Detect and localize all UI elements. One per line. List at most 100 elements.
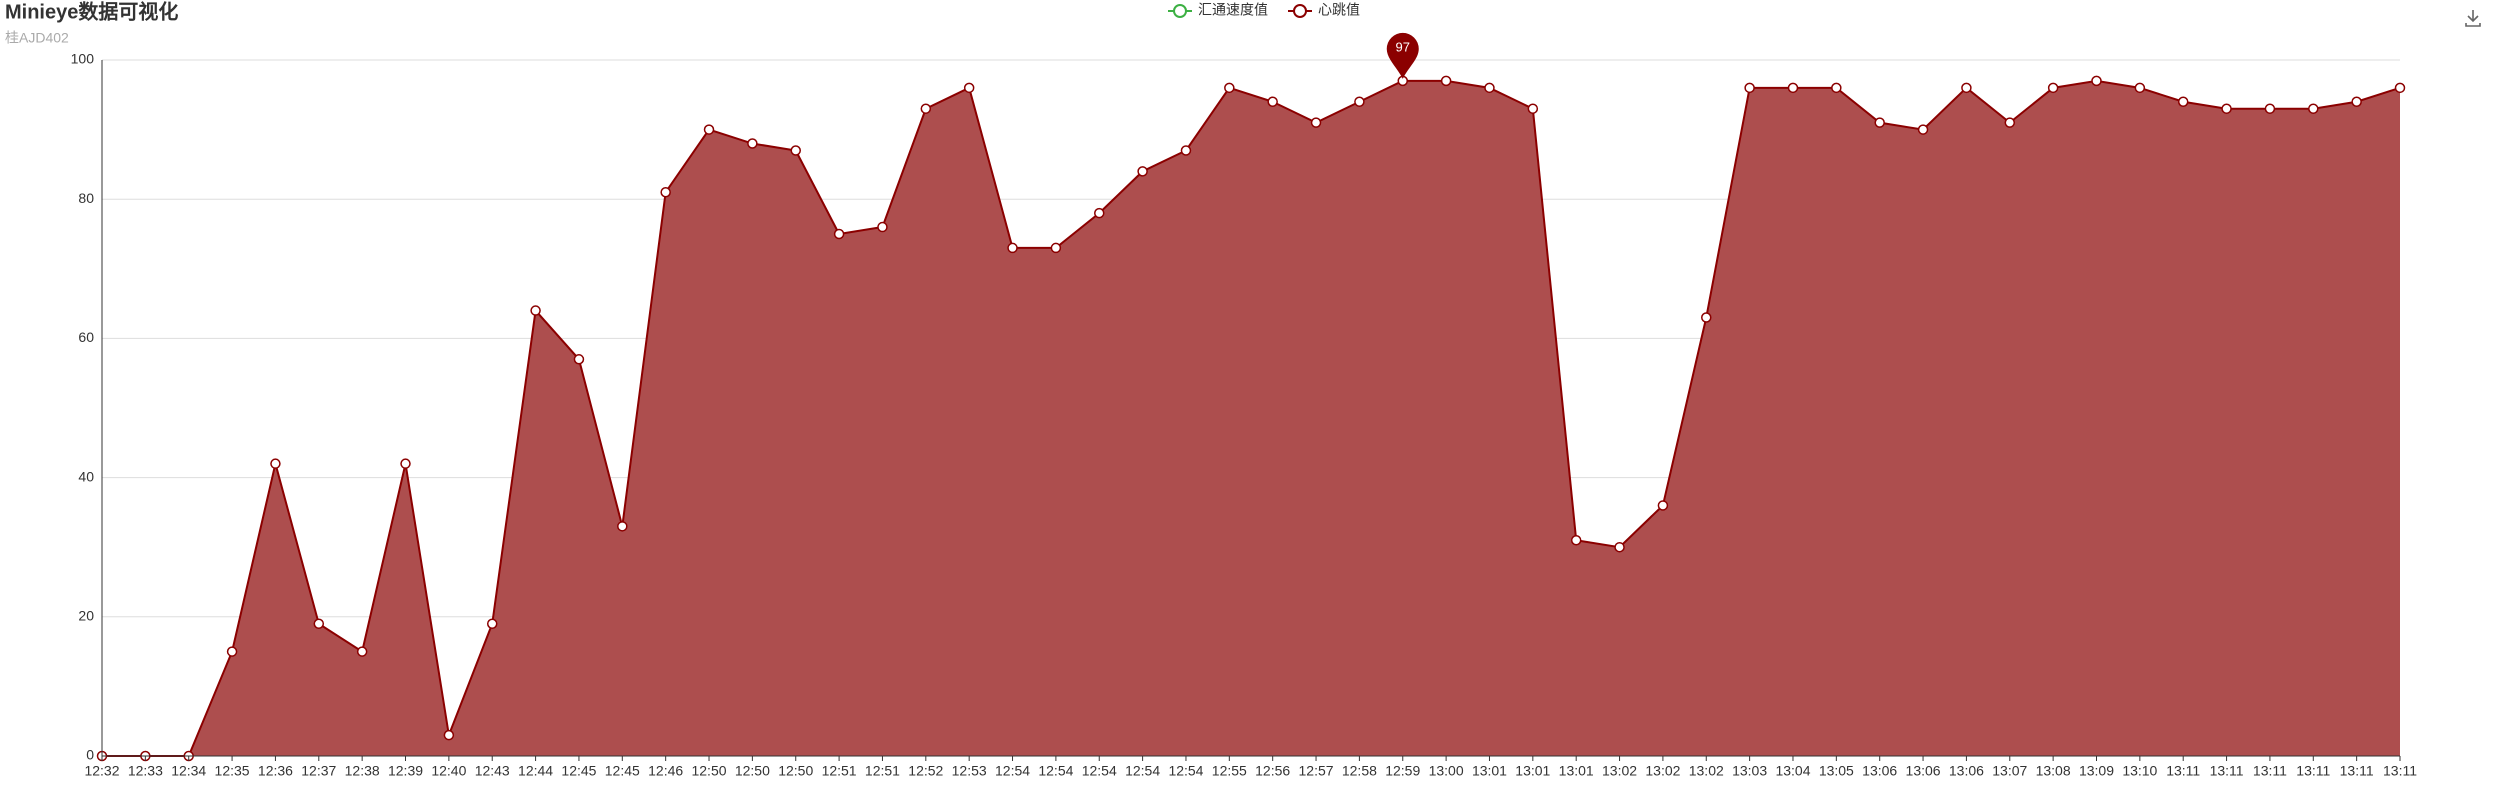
x-tick-label: 13:11 [2296,763,2330,779]
data-point [2047,82,2059,94]
data-point [1484,82,1495,94]
y-tick-label: 100 [71,51,95,67]
data-point [1267,96,1278,108]
x-tick-label: 13:02 [1645,763,1680,779]
x-tick-label: 12:39 [388,763,423,779]
data-point [1093,207,1105,219]
x-tick-label: 12:54 [1125,763,1160,779]
data-point [1874,117,1885,128]
x-tick-label: 12:54 [1168,763,1203,779]
data-point [573,354,585,365]
x-tick-label: 12:58 [1342,763,1377,779]
data-point [1224,82,1235,94]
data-point [747,138,758,149]
legend-label: 汇通速度值 [1198,2,1268,18]
legend-symbol [1293,4,1307,18]
x-tick-label: 12:32 [84,763,119,779]
x-tick-label: 12:51 [822,763,857,779]
x-tick-label: 13:02 [1689,763,1724,779]
series-line [102,79,2401,757]
data-point [226,646,238,657]
data-point [703,124,715,135]
x-tick-label: 12:45 [561,763,596,779]
x-tick-label: 13:09 [2079,763,2114,779]
x-tick-label: 12:54 [1038,763,1073,779]
data-point [1831,82,1842,94]
download-icon[interactable] [2465,10,2481,27]
x-tick-label: 13:06 [1949,763,1984,779]
y-tick-label: 20 [78,608,94,624]
x-tick-label: 12:43 [475,763,510,779]
x-tick-label: 12:56 [1255,763,1290,779]
x-tick-label: 13:00 [1429,763,1464,779]
area-fill [102,80,2400,756]
x-tick-label: 13:11 [2383,763,2417,779]
data-point [2394,82,2406,94]
x-tick-label: 12:46 [648,763,683,779]
legend-symbol [1173,4,1187,18]
y-tick-label: 0 [86,747,94,763]
mark-pin [1386,32,1419,79]
data-point [833,228,845,240]
data-point [1354,96,1365,108]
x-tick-label: 12:34 [171,763,206,779]
data-point [1527,103,1539,114]
data-point [1917,124,1929,135]
x-tick-label: 12:55 [1212,763,1247,779]
x-tick-label: 12:35 [215,763,250,779]
data-point [1570,534,1582,546]
data-point [443,729,455,741]
data-point [877,221,888,233]
mark-label: 97 [1396,39,1410,54]
data-point [2177,96,2189,108]
data-point [2308,103,2319,114]
data-point [1180,145,1192,156]
x-tick-label: 13:08 [2036,763,2071,779]
x-tick-label: 12:33 [128,763,163,779]
x-tick-label: 12:45 [605,763,640,779]
data-point [920,103,932,114]
x-tick-label: 12:52 [908,763,943,779]
x-tick-label: 12:36 [258,763,293,779]
data-point [1310,117,1322,128]
x-tick-label: 12:37 [301,763,336,779]
data-point [1961,82,1972,94]
chart-title: Minieye数据可视化 [5,0,178,23]
x-tick-label: 12:44 [518,763,553,779]
data-point [1744,82,1755,94]
x-tick-label: 13:01 [1515,763,1550,779]
y-tick-label: 60 [78,329,94,345]
y-tick-label: 80 [78,190,94,206]
data-point [2004,117,2016,128]
download-glyph[interactable] [2465,10,2481,27]
x-tick-label: 13:05 [1819,763,1854,779]
data-point [1007,242,1018,254]
x-tick-label: 12:38 [345,763,380,779]
x-tick-label: 12:50 [691,763,726,779]
x-tick-label: 12:54 [1082,763,1117,779]
data-point [1701,312,1712,323]
x-tick-label: 13:06 [1862,763,1897,779]
x-tick-label: 13:11 [2253,763,2287,779]
data-point [660,186,671,198]
data-point [790,145,801,156]
data-point [400,458,411,469]
data-point [1657,500,1669,511]
x-tick-label: 13:03 [1732,763,1767,779]
data-point [1137,166,1148,177]
data-point [2351,96,2362,108]
x-tick-label: 12:50 [735,763,770,779]
data-point [1614,541,1625,553]
x-tick-label: 12:57 [1299,763,1334,779]
data-point [2134,82,2146,94]
x-tick-label: 13:01 [1559,763,1594,779]
x-tick-label: 12:59 [1385,763,1420,779]
data-point [356,646,368,657]
data-point [486,618,498,630]
x-tick-label: 13:10 [2122,763,2157,779]
x-tick-label: 13:01 [1472,763,1507,779]
x-tick-label: 13:02 [1602,763,1637,779]
data-point [1440,75,1452,87]
data-point [963,82,975,94]
